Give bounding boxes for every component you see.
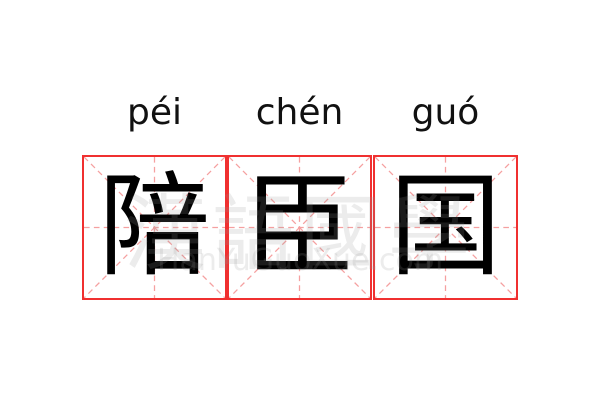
character: 臣 bbox=[243, 162, 356, 292]
character: 国 bbox=[389, 162, 502, 292]
character-cell-1: 陪 bbox=[82, 155, 227, 300]
watermark-logo: 漢語國學 bbox=[123, 187, 476, 282]
character: 陪 bbox=[98, 162, 211, 292]
pinyin-2: chén bbox=[255, 92, 344, 133]
pinyin-3: guó bbox=[411, 92, 480, 133]
watermark-site: HanYuGuoXue.com bbox=[156, 243, 444, 278]
guide-lines bbox=[229, 157, 370, 298]
character-cell-3: 国 bbox=[373, 155, 518, 300]
character-cell-2: 臣 bbox=[227, 155, 372, 300]
guide-lines bbox=[375, 157, 516, 298]
character-grid: 陪 臣 国 漢語國學 HanYuGuoXue.com bbox=[82, 155, 518, 300]
guide-lines bbox=[84, 157, 225, 298]
pinyin-1: péi bbox=[126, 92, 182, 133]
